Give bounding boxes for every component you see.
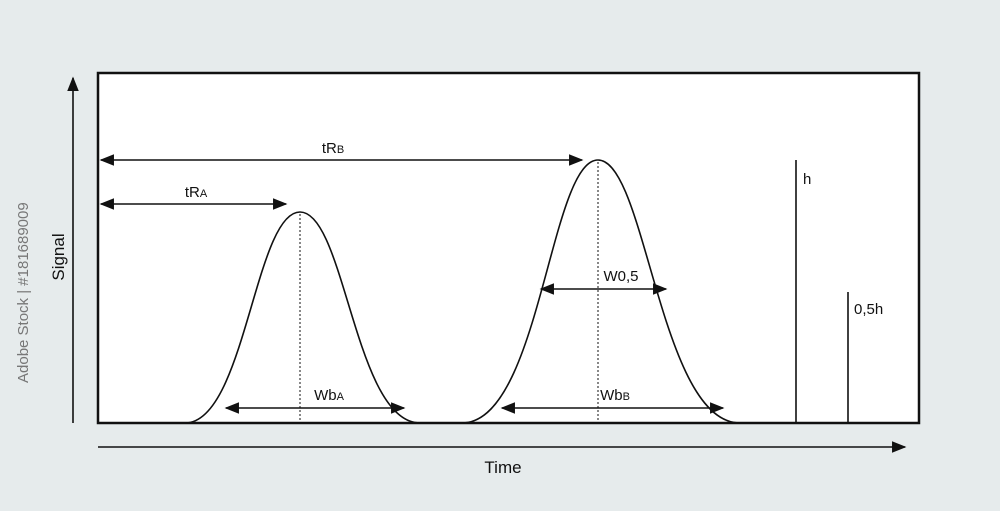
peak-a bbox=[184, 211, 421, 424]
tra-sub: A bbox=[200, 188, 208, 200]
h-label: h bbox=[803, 171, 811, 188]
peak-b bbox=[461, 159, 741, 424]
wba-sub: A bbox=[337, 391, 345, 403]
wba-label: WbA bbox=[314, 387, 345, 404]
y-axis-label: Signal bbox=[49, 233, 68, 280]
half-h-label: 0,5h bbox=[854, 301, 883, 318]
trb-sub: B bbox=[337, 144, 344, 156]
wbb-sub: B bbox=[623, 391, 630, 403]
trb-main: tR bbox=[322, 140, 337, 157]
trb-label: tRB bbox=[322, 140, 344, 157]
watermark: Adobe Stock | #181689009 bbox=[15, 202, 32, 383]
tra-main: tR bbox=[185, 184, 200, 201]
wba-main: Wb bbox=[314, 387, 337, 404]
x-axis-label: Time bbox=[484, 458, 521, 477]
plot-frame bbox=[96, 71, 921, 425]
w05-label: W0,5 bbox=[603, 268, 638, 285]
wbb-label: WbB bbox=[600, 387, 630, 404]
tra-label: tRA bbox=[185, 184, 208, 201]
wbb-main: Wb bbox=[600, 387, 623, 404]
